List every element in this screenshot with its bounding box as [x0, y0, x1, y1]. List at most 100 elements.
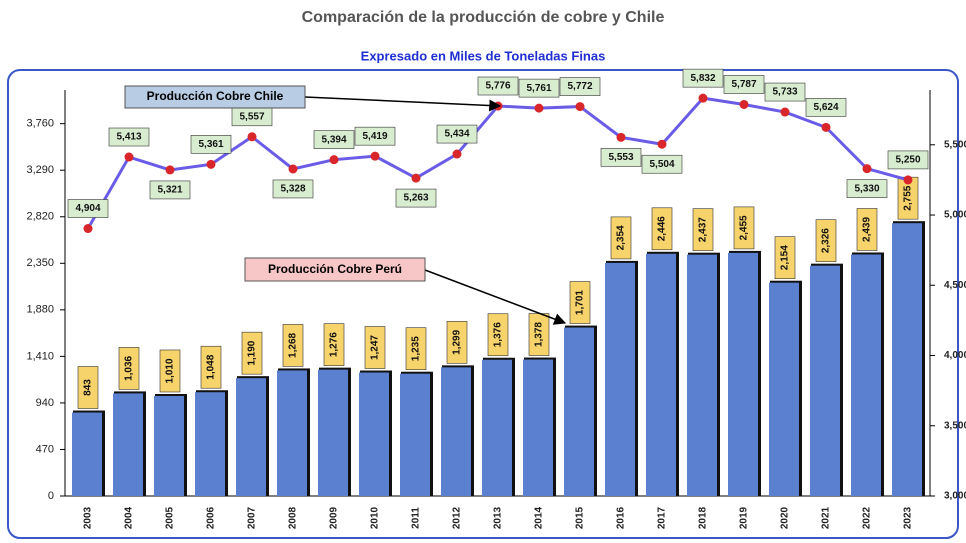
x-tick-label: 2013 — [493, 506, 504, 529]
x-tick-label: 2019 — [739, 506, 750, 529]
bar — [810, 265, 840, 496]
value-label: 5,263 — [403, 193, 428, 204]
value-label-box — [241, 331, 263, 375]
bar — [195, 392, 225, 496]
value-label-box — [887, 150, 929, 170]
value-label-box — [805, 98, 847, 117]
value-label: 1,376 — [493, 322, 504, 347]
value-label-box — [774, 236, 796, 280]
marker — [657, 139, 667, 149]
value-label-box — [282, 324, 304, 367]
value-label: 5,504 — [649, 159, 674, 170]
value-label: 1,010 — [165, 358, 176, 383]
value-label-box — [190, 135, 232, 154]
annotation: Producción Cobre Perú — [268, 262, 402, 276]
value-label-box — [487, 313, 509, 357]
value-label-box — [313, 130, 355, 149]
bar — [72, 412, 102, 496]
y2-tick-label: 5,000 — [944, 210, 966, 221]
x-tick-label: 2016 — [616, 506, 627, 529]
marker — [698, 93, 708, 103]
value-label: 2,755 — [903, 185, 914, 210]
bar — [851, 254, 881, 496]
value-label-box — [436, 124, 478, 144]
value-label: 1,701 — [575, 290, 586, 315]
y2-tick-label: 3,500 — [944, 420, 966, 431]
value-label-box — [364, 326, 386, 369]
value-label: 1,378 — [534, 322, 545, 347]
value-label: 2,446 — [657, 216, 668, 241]
y2-tick-label: 4,000 — [944, 350, 966, 361]
value-label: 5,624 — [813, 102, 838, 113]
value-label: 5,761 — [526, 83, 551, 94]
x-tick-label: 2017 — [657, 506, 668, 529]
chart-title: Comparación de la producción de cobre y … — [302, 9, 665, 26]
value-label: 1,247 — [370, 335, 381, 360]
y-tick-label: 1,880 — [26, 304, 54, 316]
x-tick-label: 2015 — [575, 506, 586, 529]
marker — [411, 173, 421, 183]
bar — [728, 252, 758, 496]
y2-tick-label: 5,500 — [944, 139, 966, 150]
x-tick-label: 2005 — [165, 506, 176, 529]
marker — [821, 122, 831, 132]
x-tick-label: 2007 — [247, 506, 258, 529]
bar — [154, 395, 184, 496]
chart-subtitle: Expresado en Miles de Toneladas Finas — [361, 48, 606, 63]
bar — [646, 253, 676, 496]
x-tick-label: 2021 — [821, 506, 832, 529]
value-label: 2,154 — [780, 245, 791, 270]
bar — [769, 282, 799, 496]
value-label: 2,437 — [698, 217, 709, 242]
y-tick-label: 2,350 — [26, 257, 54, 269]
value-label-box — [108, 127, 150, 147]
marker — [739, 99, 749, 109]
value-label: 5,419 — [362, 131, 387, 142]
value-label-box — [477, 76, 519, 96]
x-tick-label: 2018 — [698, 506, 709, 529]
value-label: 1,036 — [124, 355, 135, 380]
value-label: 5,832 — [690, 73, 715, 84]
value-label: 5,772 — [567, 81, 592, 92]
value-label: 1,276 — [329, 332, 340, 357]
marker — [452, 149, 462, 159]
marker — [288, 164, 298, 174]
bar — [892, 223, 922, 496]
value-label: 5,394 — [321, 134, 346, 145]
bar — [318, 369, 348, 496]
value-label: 1,299 — [452, 329, 463, 354]
value-label-box — [395, 188, 437, 208]
value-label: 5,321 — [157, 185, 182, 196]
marker — [329, 155, 339, 165]
frame — [7, 69, 959, 539]
value-label-box — [692, 208, 714, 251]
y-tick-label: 3,290 — [26, 164, 54, 176]
marker — [534, 103, 544, 113]
marker — [862, 164, 872, 174]
bar — [236, 378, 266, 496]
x-tick-label: 2008 — [288, 506, 299, 529]
annotation-arrow — [424, 269, 567, 325]
value-label: 5,250 — [895, 155, 920, 166]
y-tick-label: 940 — [36, 397, 54, 409]
value-label: 1,048 — [206, 354, 217, 379]
x-tick-label: 2020 — [780, 506, 791, 529]
marker — [83, 224, 93, 234]
bar — [359, 372, 389, 496]
marker — [903, 175, 913, 185]
value-label-box — [610, 216, 632, 260]
annotation: Producción Cobre Chile — [147, 89, 284, 103]
value-label: 1,190 — [247, 340, 258, 365]
value-label-box — [641, 154, 683, 174]
value-label: 2,439 — [862, 217, 873, 242]
x-tick-label: 2014 — [534, 506, 545, 529]
marker — [165, 165, 175, 175]
value-label-box — [569, 281, 591, 324]
value-label-box — [446, 321, 468, 364]
bar — [523, 359, 553, 496]
value-label: 2,455 — [739, 215, 750, 240]
value-label: 843 — [83, 379, 94, 396]
value-label: 2,326 — [821, 228, 832, 253]
marker — [206, 159, 216, 169]
